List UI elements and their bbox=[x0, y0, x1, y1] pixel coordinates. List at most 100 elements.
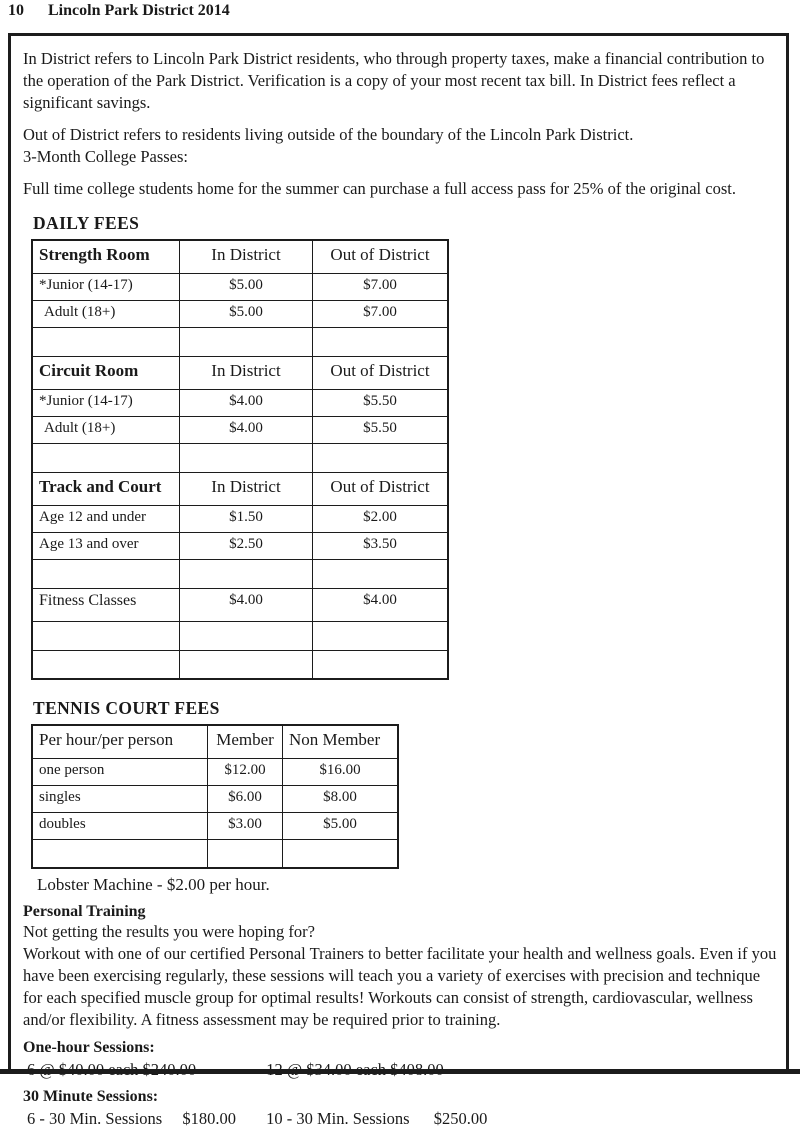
table-cell: one person bbox=[31, 757, 208, 786]
table-cell: Adult (18+) bbox=[31, 415, 180, 444]
table-cell: $4.00 bbox=[179, 587, 313, 622]
daily-fees-table: Strength Room In District Out of Distric… bbox=[31, 239, 449, 680]
in-district-paragraph: In District refers to Lincoln Park Distr… bbox=[23, 49, 765, 112]
table-cell: Fitness Classes bbox=[31, 587, 180, 622]
table-cell: Out of District bbox=[312, 355, 449, 390]
table-row bbox=[31, 326, 449, 357]
table-cell: Member bbox=[207, 724, 283, 759]
table-cell: *Junior (14-17) bbox=[31, 272, 180, 301]
personal-training-line1: Not getting the results you were hoping … bbox=[23, 922, 315, 941]
table-row: Adult (18+) $5.00 $7.00 bbox=[31, 299, 449, 328]
table-cell: Adult (18+) bbox=[31, 299, 180, 328]
table-cell: $4.00 bbox=[179, 415, 313, 444]
tennis-fees-table: Per hour/per person Member Non Member on… bbox=[31, 724, 399, 869]
table-cell: Age 12 and under bbox=[31, 504, 180, 533]
table-cell: $12.00 bbox=[207, 757, 283, 786]
table-cell bbox=[312, 558, 449, 589]
table-cell: Circuit Room bbox=[31, 355, 180, 390]
tennis-fees-heading: TENNIS COURT FEES bbox=[33, 698, 220, 718]
page-number: 10 bbox=[8, 2, 24, 19]
table-cell: $5.00 bbox=[179, 299, 313, 328]
table-cell: $5.50 bbox=[312, 388, 449, 417]
table-cell: $16.00 bbox=[282, 757, 399, 786]
table-cell: Per hour/per person bbox=[31, 724, 208, 759]
table-cell bbox=[31, 620, 180, 651]
page-bottom-rule bbox=[0, 1069, 800, 1074]
table-row bbox=[31, 649, 449, 680]
table-cell bbox=[179, 620, 313, 651]
personal-training-heading: Personal Training bbox=[23, 903, 146, 920]
table-cell bbox=[31, 442, 180, 473]
table-row: Age 12 and under $1.50 $2.00 bbox=[31, 504, 449, 533]
table-row: Age 13 and over $2.50 $3.50 bbox=[31, 531, 449, 560]
thirty-minute-sessions-line: 6 - 30 Min. Sessions $180.00 10 - 30 Min… bbox=[27, 1109, 776, 1129]
table-row: one person $12.00 $16.00 bbox=[31, 757, 399, 786]
table-row: Circuit Room In District Out of District bbox=[31, 355, 449, 390]
out-of-district-block: Out of District refers to residents livi… bbox=[23, 124, 777, 168]
table-cell bbox=[207, 838, 283, 869]
table-row: *Junior (14-17) $4.00 $5.50 bbox=[31, 388, 449, 417]
table-cell: In District bbox=[179, 239, 313, 274]
table-cell: $4.00 bbox=[312, 587, 449, 622]
college-note-paragraph: Full time college students home for the … bbox=[23, 179, 736, 198]
table-cell: In District bbox=[179, 471, 313, 506]
thirty-minute-item-1-label: 6 - 30 Min. Sessions bbox=[27, 1109, 163, 1128]
page-title: Lincoln Park District 2014 bbox=[48, 2, 230, 19]
table-cell bbox=[31, 838, 208, 869]
table-cell: $1.50 bbox=[179, 504, 313, 533]
table-row: Fitness Classes $4.00 $4.00 bbox=[31, 587, 449, 622]
table-row: Adult (18+) $4.00 $5.50 bbox=[31, 415, 449, 444]
table-row bbox=[31, 442, 449, 473]
table-cell bbox=[31, 326, 180, 357]
table-cell: $5.00 bbox=[282, 811, 399, 840]
table-cell: Out of District bbox=[312, 471, 449, 506]
daily-fees-heading: DAILY FEES bbox=[33, 213, 140, 233]
table-row bbox=[31, 558, 449, 589]
table-cell: $6.00 bbox=[207, 784, 283, 813]
lobster-machine-note: Lobster Machine - $2.00 per hour. bbox=[37, 875, 270, 894]
table-cell: Age 13 and over bbox=[31, 531, 180, 560]
table-cell: $5.50 bbox=[312, 415, 449, 444]
table-cell bbox=[179, 326, 313, 357]
table-row bbox=[31, 620, 449, 651]
table-row: Per hour/per person Member Non Member bbox=[31, 724, 399, 759]
table-cell: $5.00 bbox=[179, 272, 313, 301]
table-cell: Track and Court bbox=[31, 471, 180, 506]
table-row: singles $6.00 $8.00 bbox=[31, 784, 399, 813]
table-cell: $7.00 bbox=[312, 299, 449, 328]
table-cell: $3.50 bbox=[312, 531, 449, 560]
table-cell: $2.00 bbox=[312, 504, 449, 533]
table-cell bbox=[282, 838, 399, 869]
table-cell bbox=[31, 558, 180, 589]
table-cell: Non Member bbox=[282, 724, 399, 759]
table-row: doubles $3.00 $5.00 bbox=[31, 811, 399, 840]
thirty-minute-item-2-label: 10 - 30 Min. Sessions bbox=[266, 1109, 410, 1128]
table-cell bbox=[31, 649, 180, 680]
college-passes-line: 3-Month College Passes: bbox=[23, 147, 188, 166]
out-of-district-line: Out of District refers to residents livi… bbox=[23, 125, 634, 144]
table-cell: $7.00 bbox=[312, 272, 449, 301]
table-cell bbox=[312, 442, 449, 473]
table-cell bbox=[312, 620, 449, 651]
table-cell: $4.00 bbox=[179, 388, 313, 417]
table-cell: Out of District bbox=[312, 239, 449, 274]
thirty-minute-item-2-price: $250.00 bbox=[433, 1109, 488, 1128]
table-cell bbox=[179, 442, 313, 473]
one-hour-sessions-heading: One-hour Sessions: bbox=[23, 1039, 155, 1056]
table-cell: $2.50 bbox=[179, 531, 313, 560]
table-cell bbox=[179, 558, 313, 589]
table-cell: *Junior (14-17) bbox=[31, 388, 180, 417]
table-cell: singles bbox=[31, 784, 208, 813]
table-row: Track and Court In District Out of Distr… bbox=[31, 471, 449, 506]
table-row: Strength Room In District Out of Distric… bbox=[31, 239, 449, 274]
table-cell: In District bbox=[179, 355, 313, 390]
table-row bbox=[31, 838, 399, 869]
table-cell bbox=[312, 649, 449, 680]
thirty-minute-sessions-heading: 30 Minute Sessions: bbox=[23, 1088, 159, 1105]
personal-training-body: Workout with one of our certified Person… bbox=[23, 944, 777, 1029]
table-cell: doubles bbox=[31, 811, 208, 840]
table-cell bbox=[179, 649, 313, 680]
table-cell: $3.00 bbox=[207, 811, 283, 840]
thirty-minute-item-1-price: $180.00 bbox=[182, 1109, 236, 1128]
table-cell: Strength Room bbox=[31, 239, 180, 274]
